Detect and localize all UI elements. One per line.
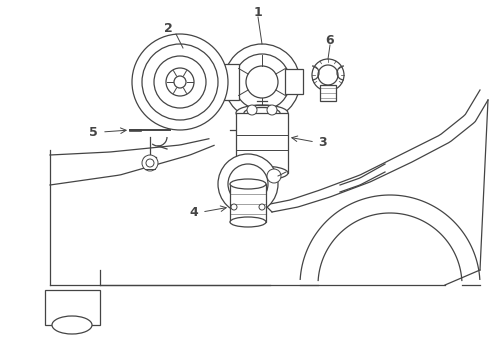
Circle shape [228,164,268,204]
Circle shape [247,105,257,115]
Ellipse shape [230,217,266,227]
Text: 1: 1 [254,5,262,18]
Circle shape [312,59,344,91]
Circle shape [267,105,277,115]
Circle shape [267,169,281,183]
Text: 4: 4 [189,206,198,219]
Bar [230,184,266,222]
Ellipse shape [230,179,266,189]
Text: 6: 6 [326,33,334,46]
Text: 5: 5 [89,126,98,139]
Circle shape [154,56,206,108]
Circle shape [224,44,300,120]
Circle shape [318,65,338,85]
Circle shape [132,34,228,130]
Bar [236,113,288,173]
Bar [285,69,303,94]
Bar [224,64,239,100]
Circle shape [146,159,154,167]
Ellipse shape [236,105,288,121]
Text: 3: 3 [318,135,327,148]
Circle shape [231,204,237,210]
Text: 2: 2 [164,22,172,35]
Circle shape [166,68,194,96]
Circle shape [246,66,278,98]
Circle shape [259,204,265,210]
Bar [45,290,100,325]
Circle shape [174,76,186,88]
Circle shape [218,154,278,214]
Ellipse shape [52,316,92,334]
Circle shape [142,155,158,171]
Circle shape [234,54,290,110]
Ellipse shape [244,108,280,118]
Circle shape [142,44,218,120]
Bar [320,85,336,101]
Ellipse shape [236,166,288,180]
